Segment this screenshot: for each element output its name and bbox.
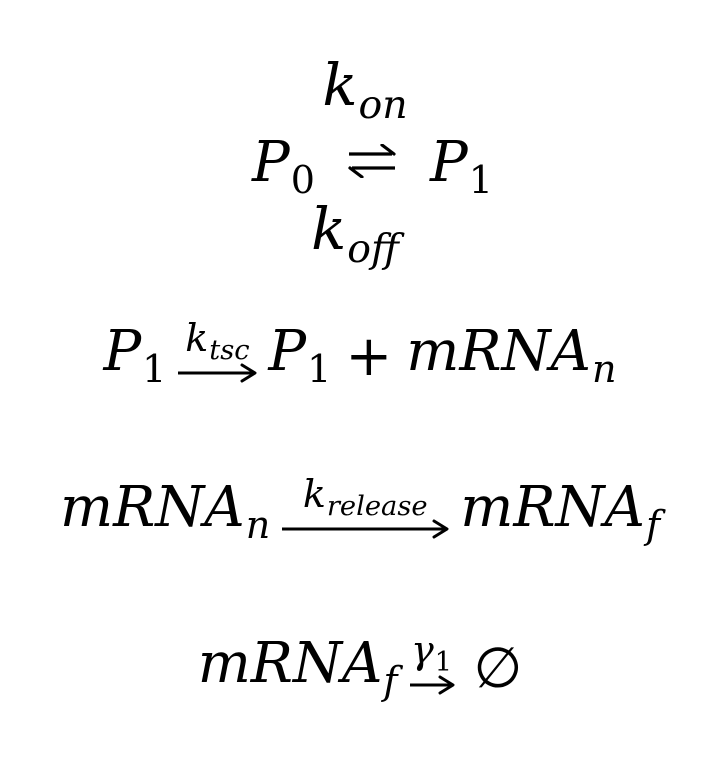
rate-symbol: k — [322, 51, 358, 119]
species-symbol: mRNA — [197, 631, 383, 696]
plus-sign: + — [345, 324, 393, 389]
rate-constant-k-on: kon — [0, 50, 720, 128]
degradation-equation: mRNAf γ1 ∅ — [0, 630, 720, 704]
right-arrow-icon — [282, 519, 449, 539]
rate-subscript: off — [347, 225, 399, 272]
reactant-mrna-n: mRNAn — [59, 475, 271, 548]
reversible-arrow-icon — [348, 144, 396, 178]
right-arrow-icon — [178, 363, 257, 383]
reactant-p1: P1 — [103, 319, 167, 392]
species-symbol: mRNA — [59, 475, 245, 540]
rate-constant-k-tsc: ktsc — [185, 316, 250, 366]
rate-symbol: k — [185, 316, 209, 360]
reaction-arrow: krelease — [280, 474, 450, 539]
species-symbol: mRNA — [460, 475, 645, 540]
empty-set-symbol: ∅ — [473, 636, 523, 701]
right-arrow-icon — [409, 675, 455, 695]
rate-symbol: k — [302, 472, 326, 516]
species-symbol: P — [103, 319, 142, 384]
species-subscript: 0 — [290, 158, 315, 203]
reaction-arrow: γ1 — [408, 630, 456, 695]
rate-subscript: release — [326, 490, 428, 522]
rate-constant-k-release: krelease — [302, 472, 428, 522]
release-equation: mRNAn krelease mRNAf — [0, 474, 720, 548]
rate-subscript: tsc — [209, 334, 250, 366]
rate-constant-k-off: koff — [0, 194, 720, 272]
product-p1: P1 — [268, 319, 332, 392]
rate-symbol: γ — [410, 628, 434, 672]
species-p0: P0 — [252, 128, 315, 203]
promoter-switching-equation: P0 P1 — [0, 128, 720, 202]
species-symbol: P — [252, 130, 290, 195]
species-subscript: n — [591, 347, 617, 392]
product-mrna-n: mRNAn — [406, 319, 617, 392]
species-subscript: 1 — [468, 158, 493, 203]
reactant-mrna-f: mRNAf — [197, 631, 398, 704]
species-subscript: f — [645, 503, 661, 548]
species-subscript: f — [383, 659, 398, 704]
product-mrna-f: mRNAf — [460, 475, 661, 548]
rate-symbol: k — [311, 195, 347, 263]
species-symbol: P — [430, 130, 468, 195]
species-p1: P1 — [430, 128, 493, 203]
rate-constant-gamma-1: γ1 — [410, 628, 453, 678]
species-symbol: mRNA — [406, 319, 591, 384]
species-subscript: 1 — [307, 347, 332, 392]
species-subscript: 1 — [142, 347, 167, 392]
reaction-arrow: ktsc — [176, 318, 258, 383]
species-symbol: P — [268, 319, 307, 384]
transcription-equation: P1 ktsc P1 + mRNAn — [0, 318, 720, 392]
rate-subscript: 1 — [434, 646, 453, 678]
species-subscript: n — [245, 503, 271, 548]
rate-subscript: on — [358, 81, 408, 128]
